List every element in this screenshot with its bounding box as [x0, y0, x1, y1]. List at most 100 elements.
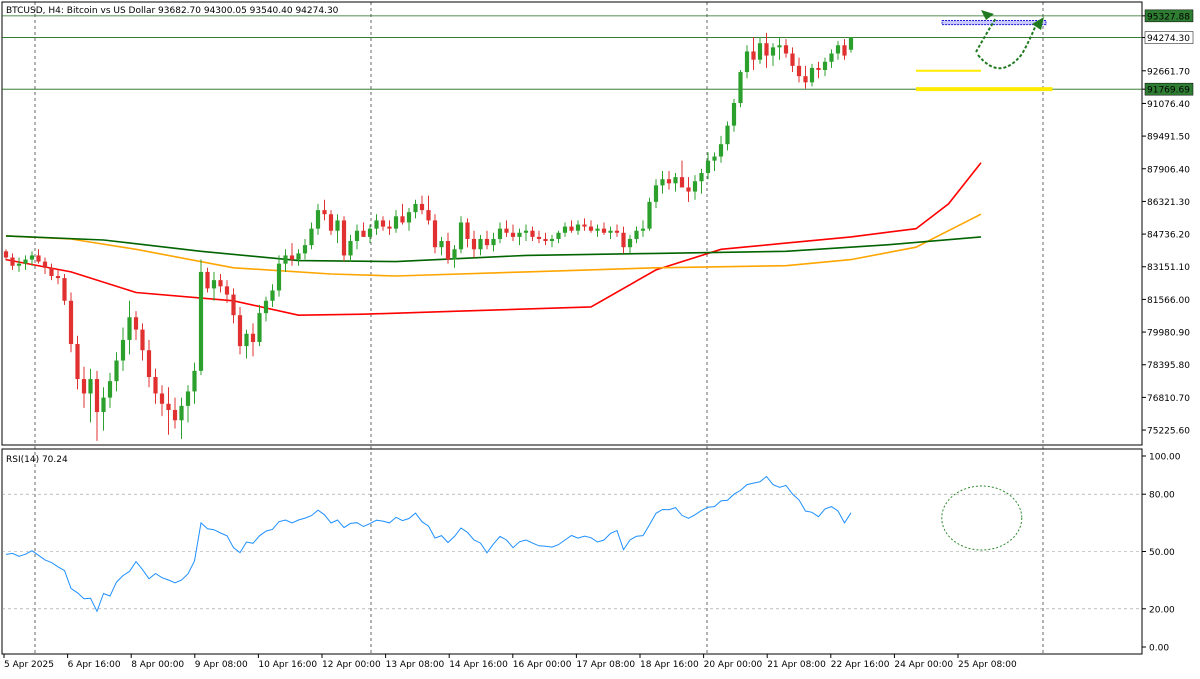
candle-body: [406, 212, 412, 223]
candle-body: [387, 226, 392, 229]
candle-body: [289, 255, 295, 260]
candle-body: [744, 51, 750, 73]
candle-body: [627, 238, 633, 248]
candle-body: [809, 67, 815, 83]
time-axis-label: 13 Apr 08:00: [386, 660, 445, 670]
candle-body: [679, 177, 685, 188]
candle-body: [263, 300, 269, 314]
candle-body: [452, 249, 457, 260]
candle-body: [127, 317, 132, 340]
candle-body: [166, 403, 171, 410]
price-axis-badge: [1144, 9, 1194, 23]
candle-body: [549, 238, 555, 242]
candle-body: [822, 61, 828, 70]
candle-body: [601, 228, 607, 233]
price-axis-label: 89491.50: [1147, 133, 1190, 143]
candle-body: [361, 230, 366, 237]
breakout-arrow-head: [981, 10, 994, 20]
time-axis-label: 16 Apr 00:00: [513, 660, 572, 670]
candle-body: [250, 333, 256, 342]
candle-body: [757, 43, 763, 60]
candle-body: [120, 339, 126, 361]
candle-body: [484, 238, 490, 246]
candle-body: [237, 315, 243, 347]
candle-body: [146, 350, 152, 378]
candle-body: [621, 232, 626, 248]
projection-arrow: [977, 21, 1038, 70]
candle-body: [718, 144, 724, 157]
moving-average-line: [5, 235, 982, 263]
candle-body: [803, 76, 808, 83]
candle-body: [315, 210, 321, 229]
candle-body: [198, 271, 204, 371]
price-axis-label: 91076.40: [1147, 100, 1190, 110]
candle-body: [309, 228, 314, 246]
candle-body: [328, 214, 334, 231]
price-axis-label: 91769.69: [1147, 86, 1190, 96]
candle-body: [523, 230, 529, 233]
candle-body: [556, 232, 561, 239]
candle-body: [205, 271, 210, 289]
time-axis-label: 18 Apr 16:00: [640, 660, 699, 670]
candle-body: [23, 259, 28, 264]
candle-body: [94, 379, 100, 413]
candle-body: [634, 230, 639, 239]
candle-body: [848, 37, 854, 50]
candle-body: [335, 220, 340, 231]
candle-body: [3, 251, 9, 258]
candle-body: [582, 224, 587, 227]
candle-body: [172, 409, 178, 421]
candle-body: [16, 263, 22, 266]
candle-body: [49, 267, 54, 277]
candle-body: [530, 230, 535, 237]
time-axis-label: 20 Apr 00:00: [704, 660, 763, 670]
price-axis-label: 83151.10: [1147, 263, 1190, 273]
time-axis-label: 21 Apr 08:00: [767, 660, 826, 670]
candle-body: [257, 313, 262, 342]
candle-body: [738, 72, 743, 103]
candle-body: [29, 255, 35, 260]
candle-body: [159, 393, 165, 404]
candle-body: [10, 257, 15, 266]
candle-body: [413, 203, 418, 213]
candle-body: [712, 156, 717, 161]
candle-body: [588, 226, 594, 231]
candle-body: [276, 263, 282, 291]
candle-body: [777, 45, 782, 48]
candle-body: [439, 241, 444, 248]
time-axis-label: 14 Apr 16:00: [449, 660, 508, 670]
candle-body: [536, 236, 542, 239]
candle-body: [686, 187, 691, 192]
candle-body: [322, 210, 327, 215]
price-axis-label: 79980.90: [1147, 329, 1190, 339]
candle-body: [543, 238, 548, 242]
candle-body: [751, 51, 756, 60]
candle-body: [445, 241, 451, 260]
candle-body: [192, 370, 197, 392]
price-axis-label: 84736.20: [1147, 231, 1190, 241]
time-axis-label: 8 Apr 00:00: [131, 660, 184, 670]
candle-body: [107, 381, 113, 398]
candle-body: [55, 276, 61, 279]
price-axis-label: 81566.00: [1147, 296, 1190, 306]
candle-body: [393, 216, 399, 229]
candle-body: [231, 294, 236, 316]
candle-body: [510, 232, 516, 237]
candle-body: [829, 53, 834, 62]
candle-body: [380, 220, 386, 227]
rsi-axis-label: 0.00: [1149, 644, 1169, 654]
candle-body: [140, 329, 145, 351]
candle-body: [673, 177, 678, 184]
candle-body: [348, 241, 353, 256]
candle-body: [374, 220, 379, 229]
candle-body: [504, 228, 509, 233]
candle-body: [517, 232, 522, 237]
price-axis-label: 92661.70: [1147, 67, 1190, 77]
candle-body: [796, 65, 802, 77]
candle-body: [471, 238, 477, 250]
rsi-axis-label: 100.00: [1149, 453, 1181, 463]
time-axis-label: 25 Apr 08:00: [958, 660, 1017, 670]
candle-body: [725, 125, 730, 145]
rsi-axis-label: 80.00: [1149, 491, 1175, 501]
